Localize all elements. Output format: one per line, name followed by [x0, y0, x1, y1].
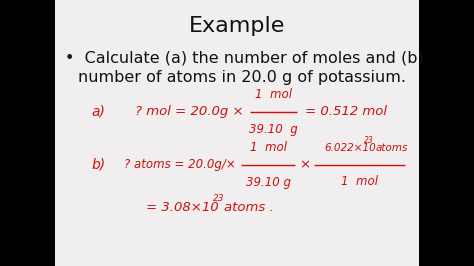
Text: Example: Example — [189, 16, 285, 36]
Text: 23: 23 — [364, 136, 374, 146]
Text: 1  mol: 1 mol — [249, 141, 286, 154]
Text: 1  mol: 1 mol — [255, 88, 292, 101]
Text: ? atoms = 20.0g/×: ? atoms = 20.0g/× — [124, 159, 236, 171]
Text: ×: × — [299, 159, 310, 171]
Text: 39.10 g: 39.10 g — [246, 176, 291, 189]
Text: •  Calculate (a) the number of moles and (b): • Calculate (a) the number of moles and … — [65, 51, 424, 65]
Text: 1  mol: 1 mol — [341, 175, 378, 188]
Text: 6.022×10: 6.022×10 — [325, 143, 376, 153]
Text: atoms .: atoms . — [224, 201, 274, 214]
Text: = 0.512 mol: = 0.512 mol — [304, 105, 386, 118]
Text: number of atoms in 20.0 g of potassium.: number of atoms in 20.0 g of potassium. — [78, 70, 406, 85]
Text: 23: 23 — [213, 194, 225, 203]
Text: a): a) — [91, 105, 105, 119]
Text: 39.10  g: 39.10 g — [249, 123, 298, 135]
Text: ? mol = 20.0g ×: ? mol = 20.0g × — [135, 105, 244, 118]
Text: = 3.08×10: = 3.08×10 — [146, 201, 219, 214]
Text: b): b) — [91, 158, 105, 172]
Text: atoms: atoms — [376, 143, 408, 153]
